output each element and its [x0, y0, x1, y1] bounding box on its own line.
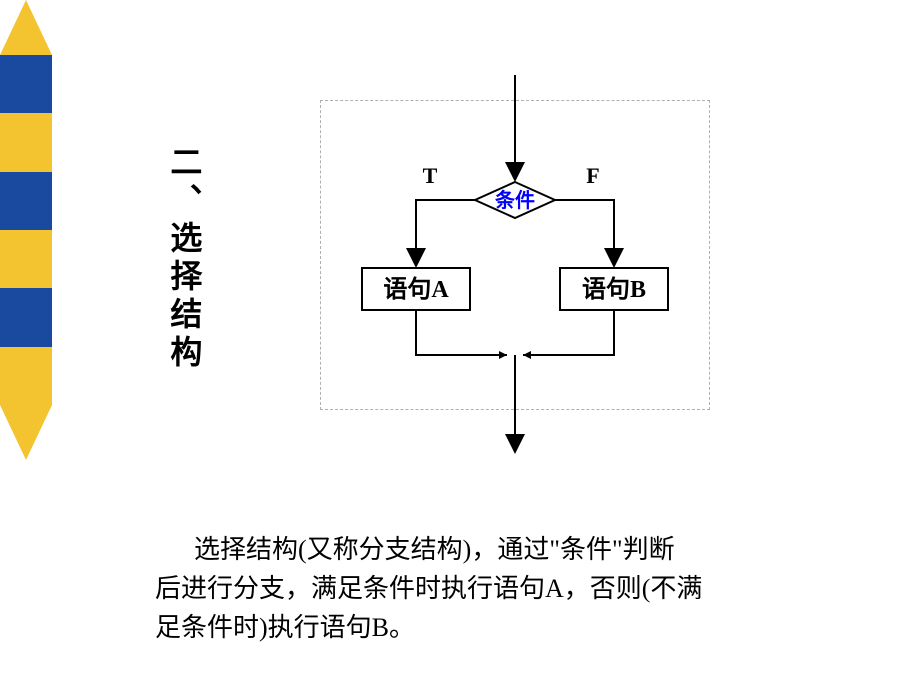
- desc-part2: "判断: [612, 535, 675, 564]
- description-text: 选择结构(又称分支结构)，通过"条件"判断 后进行分支，满足条件时执行语句A，否…: [155, 530, 795, 647]
- section-heading: 二、选择结构: [165, 145, 203, 373]
- stripe-bottom-triangle: [0, 405, 52, 460]
- flowchart-diagram: 条件 T F 语句A 语句B: [300, 50, 730, 460]
- desc-line3: 足条件时)执行语句B。: [155, 613, 415, 642]
- false-label: F: [586, 163, 599, 188]
- desc-line2: 后进行分支，满足条件时执行语句A，否则(不满: [155, 574, 702, 603]
- statement-b-label: 语句B: [582, 276, 646, 303]
- flow-left-merge: [416, 310, 507, 355]
- flow-left-branch: [416, 200, 475, 264]
- stripe-segment: [0, 347, 52, 405]
- merge-arrow-left: [499, 351, 507, 359]
- statement-a-label: 语句A: [383, 276, 449, 303]
- stripe-segment: [0, 172, 52, 230]
- stripe-segment: [0, 288, 52, 346]
- merge-arrow-right: [523, 351, 531, 359]
- desc-part1: 选择结构(又称分支结构)，通过": [194, 535, 560, 564]
- stripe-segment: [0, 55, 52, 113]
- condition-label: 条件: [495, 188, 535, 212]
- flow-right-merge: [523, 310, 614, 355]
- stripe-segment: [0, 230, 52, 288]
- side-stripe: [0, 55, 52, 405]
- stripe-segment: [0, 113, 52, 171]
- desc-highlight: 条件: [560, 535, 612, 564]
- true-label: T: [423, 163, 438, 188]
- flow-right-branch: [555, 200, 614, 264]
- stripe-top-triangle: [0, 0, 52, 55]
